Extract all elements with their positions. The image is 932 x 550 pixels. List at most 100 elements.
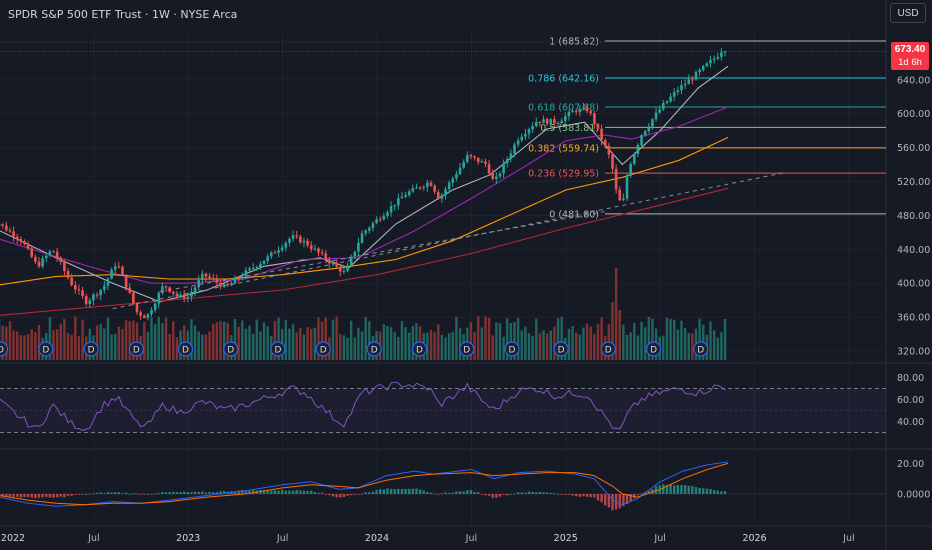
dividend-marker-label: D bbox=[463, 346, 470, 356]
dividend-marker[interactable] bbox=[270, 341, 286, 357]
candle-down bbox=[175, 293, 179, 296]
rsi-line bbox=[0, 381, 726, 432]
candle-down bbox=[77, 289, 81, 291]
candle-down bbox=[320, 252, 324, 254]
y-axis-tick-label: 360.00 bbox=[897, 313, 930, 324]
macd-hist-up bbox=[259, 490, 262, 494]
dividend-marker[interactable] bbox=[553, 341, 569, 357]
candle-up bbox=[106, 278, 110, 286]
candle-down bbox=[15, 236, 19, 240]
candle-up bbox=[534, 122, 538, 127]
dividend-marker[interactable] bbox=[128, 341, 144, 357]
volume-bar-down bbox=[37, 324, 41, 360]
dividend-marker[interactable] bbox=[600, 341, 616, 357]
candle-up bbox=[407, 191, 411, 196]
macd-hist-up bbox=[382, 489, 386, 494]
candle-down bbox=[299, 236, 302, 243]
macd-hist-up bbox=[476, 492, 480, 494]
candle-up bbox=[513, 144, 516, 154]
currency-button[interactable]: USD bbox=[890, 3, 926, 23]
macd-hist-down bbox=[19, 494, 23, 498]
candle-down bbox=[12, 231, 15, 237]
volume-bar-up bbox=[99, 323, 102, 360]
macd-hist-up bbox=[299, 490, 302, 494]
candle-up bbox=[389, 206, 393, 213]
dividend-marker[interactable] bbox=[411, 341, 428, 357]
volume-bar-down bbox=[5, 326, 8, 360]
dividend-marker[interactable] bbox=[38, 341, 54, 357]
candle-up bbox=[284, 242, 288, 248]
volume-bar-up bbox=[673, 319, 676, 360]
volume-bar-down bbox=[8, 321, 12, 360]
volume-bar-up bbox=[498, 323, 502, 360]
candle-up bbox=[647, 126, 651, 132]
macd-hist-up bbox=[654, 486, 658, 494]
dividend-marker-label: D bbox=[371, 346, 378, 356]
dividend-marker-label: D bbox=[133, 346, 140, 356]
volume-bar-up bbox=[426, 332, 429, 360]
rsi-axis-tick-label: 40.00 bbox=[897, 417, 924, 428]
candle-up bbox=[259, 263, 262, 268]
candle-down bbox=[593, 113, 596, 125]
volume-bar-up bbox=[313, 327, 317, 360]
dividend-marker[interactable] bbox=[177, 341, 194, 357]
dividend-marker[interactable] bbox=[0, 341, 9, 357]
volume-bar-up bbox=[262, 322, 266, 360]
dividend-marker[interactable] bbox=[83, 341, 99, 357]
candle-up bbox=[48, 251, 52, 256]
candle-down bbox=[211, 277, 215, 279]
candle-up bbox=[676, 90, 680, 92]
volume-bar-down bbox=[611, 302, 614, 360]
candle-up bbox=[640, 135, 643, 146]
candle-down bbox=[309, 245, 313, 249]
candle-up bbox=[466, 155, 469, 162]
macd-hist-up bbox=[360, 493, 364, 495]
volume-bar-up bbox=[153, 323, 157, 360]
x-axis-tick-label: 2024 bbox=[365, 533, 389, 544]
fib-level-label: 0 (481.80) bbox=[549, 209, 599, 220]
macd-hist-down bbox=[560, 494, 563, 495]
x-axis-tick-label: 2023 bbox=[176, 533, 200, 544]
macd-hist-up bbox=[404, 488, 407, 494]
volume-bar-down bbox=[212, 323, 215, 360]
dividend-marker[interactable] bbox=[315, 341, 331, 357]
volume-bar-down bbox=[585, 323, 589, 360]
macd-hist-down bbox=[618, 494, 621, 509]
volume-bar-down bbox=[618, 310, 621, 360]
candle-down bbox=[338, 266, 342, 272]
candle-up bbox=[415, 187, 418, 189]
macd-hist-down bbox=[63, 494, 66, 498]
candle-down bbox=[55, 251, 59, 259]
macd-hist-up bbox=[422, 490, 425, 494]
macd-hist-up bbox=[640, 493, 643, 495]
volume-bar-up bbox=[386, 326, 389, 360]
volume-bar-down bbox=[553, 326, 556, 360]
candle-up bbox=[426, 182, 429, 187]
volume-bar-up bbox=[444, 337, 447, 360]
candle-up bbox=[161, 286, 164, 294]
candle-down bbox=[182, 294, 186, 299]
macd-hist-up bbox=[175, 491, 179, 494]
dividend-marker[interactable] bbox=[693, 341, 709, 357]
dividend-marker-label: D bbox=[274, 346, 281, 356]
candle-up bbox=[509, 153, 513, 159]
dividend-marker[interactable] bbox=[223, 341, 239, 357]
macd-hist-down bbox=[52, 494, 55, 498]
candle-up bbox=[375, 219, 378, 224]
volume-bar-up bbox=[662, 335, 665, 360]
volume-bar-up bbox=[411, 326, 415, 360]
dividend-marker[interactable] bbox=[366, 341, 382, 357]
volume-bar-up bbox=[723, 318, 727, 360]
candle-up bbox=[368, 227, 371, 231]
volume-bar-up bbox=[633, 322, 636, 360]
dividend-marker[interactable] bbox=[645, 341, 662, 357]
volume-bar-up bbox=[364, 317, 367, 360]
candle-up bbox=[255, 267, 259, 269]
dividend-marker[interactable] bbox=[459, 341, 475, 357]
candle-down bbox=[23, 241, 26, 244]
volume-bar-up bbox=[251, 333, 255, 360]
candle-up bbox=[364, 230, 367, 234]
dividend-marker[interactable] bbox=[504, 341, 520, 357]
